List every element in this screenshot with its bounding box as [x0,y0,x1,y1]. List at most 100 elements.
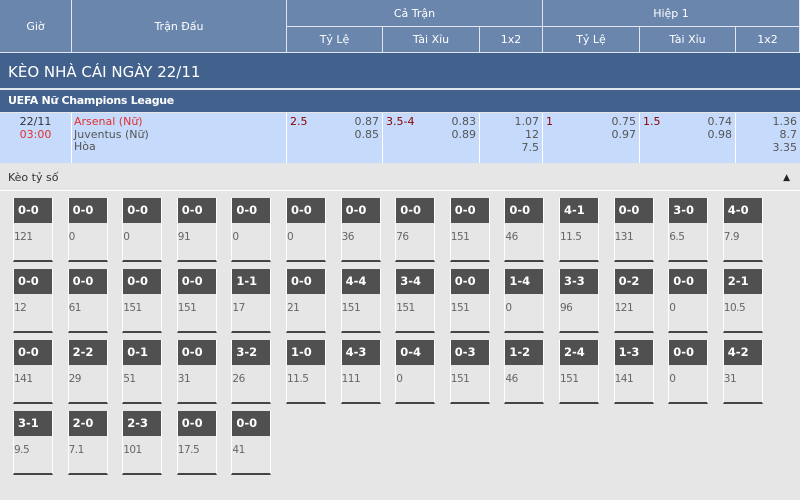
h1-overunder-cell[interactable]: 1.5 0.74 0.98 [640,113,736,163]
ft-overunder-cell[interactable]: 3.5-4 0.83 0.89 [383,113,480,163]
match-time: 03:00 [19,127,52,141]
score-card[interactable]: 0-1 51 [122,340,163,404]
score-card[interactable]: 3-0 6.5 [668,198,709,262]
score-label: 4-4 [341,269,380,294]
home-team[interactable]: Arsenal (Nữ) [74,115,143,128]
score-odds: 121 [14,231,33,243]
score-card[interactable]: 0-0 121 [13,198,53,262]
ft-1x2-home[interactable]: 1.07 [514,115,540,128]
score-card[interactable]: 0-0 36 [340,198,381,262]
page-title: KÈO NHÀ CÁI NGÀY 22/11 [0,53,800,89]
score-odds: 151 [396,302,415,314]
h1-1x2-draw[interactable]: 3.35 [772,141,798,154]
score-card[interactable]: 0-0 131 [613,198,654,262]
score-card[interactable]: 0-0 151 [122,269,163,333]
score-label: 0-0 [669,269,708,294]
h1-handicap-cell[interactable]: 1 0.75 0.97 [543,113,640,163]
ft-1x2-cell[interactable]: 1.07 12 7.5 [480,113,543,163]
score-label: 0-0 [14,269,52,294]
h1-1x2-cell[interactable]: 1.36 8.7 3.35 [736,113,800,163]
score-card[interactable]: 2-1 10.5 [722,269,763,333]
score-odds: 7.1 [68,444,85,456]
score-odds: 76 [396,231,409,243]
ft-under[interactable]: 0.89 [451,128,477,141]
score-card[interactable]: 0-0 41 [231,411,272,475]
score-card[interactable]: 0-0 151 [449,269,490,333]
score-label: 1-2 [505,340,544,365]
ft-handicap-home[interactable]: 0.87 [354,115,380,128]
match-teams-cell[interactable]: Arsenal (Nữ) Juventus (Nữ) Hòa [72,113,287,163]
correct-score-header[interactable]: Kèo tỷ số ▲ [0,165,800,191]
score-card[interactable]: 0-0 141 [13,340,53,404]
score-card[interactable]: 0-0 46 [504,198,545,262]
score-card[interactable]: 3-3 96 [559,269,599,333]
h1-handicap-home[interactable]: 0.75 [611,115,637,128]
header-h1-overunder: Tài Xỉu [640,27,736,53]
score-card[interactable]: 0-0 61 [67,269,108,333]
score-card[interactable]: 4-4 151 [340,269,381,333]
score-card[interactable]: 4-0 7.9 [722,198,763,262]
score-odds: 151 [123,302,142,314]
score-label: 2-3 [123,411,162,436]
score-card[interactable]: 0-3 151 [449,340,490,404]
score-card[interactable]: 0-4 0 [395,340,436,404]
score-odds: 17 [232,302,245,314]
score-card[interactable]: 0-0 17.5 [176,411,217,475]
score-card[interactable]: 0-0 0 [668,340,709,404]
score-card[interactable]: 1-3 141 [613,340,654,404]
league-name[interactable]: UEFA Nữ Champions League [0,90,800,112]
score-odds: 9.5 [14,444,30,456]
score-label: 0-0 [614,198,653,223]
score-odds: 51 [123,373,136,385]
ft-1x2-away[interactable]: 12 [525,128,539,141]
score-card[interactable]: 1-1 17 [231,269,272,333]
score-card[interactable]: 0-0 0 [231,198,272,262]
score-card[interactable]: 0-0 21 [286,269,326,333]
score-card[interactable]: 2-3 101 [122,411,163,475]
h1-over[interactable]: 0.74 [707,115,733,128]
score-odds: 29 [68,373,82,385]
score-card[interactable]: 4-1 11.5 [559,198,599,262]
score-card[interactable]: 0-0 151 [449,198,490,262]
collapse-arrow-icon[interactable]: ▲ [783,173,790,183]
score-card[interactable]: 1-0 11.5 [286,340,326,404]
score-card[interactable]: 1-2 46 [504,340,545,404]
header-time: Giờ [0,0,72,53]
score-label: 0-0 [232,198,271,223]
score-label: 0-0 [287,269,325,294]
score-card[interactable]: 1-4 0 [504,269,545,333]
h1-handicap-away[interactable]: 0.97 [611,128,637,141]
score-card[interactable]: 0-2 121 [613,269,654,333]
score-card[interactable]: 0-0 0 [668,269,709,333]
score-odds: 0 [287,231,294,243]
score-card[interactable]: 2-2 29 [67,340,108,404]
h1-under[interactable]: 0.98 [707,128,733,141]
score-card[interactable]: 0-0 12 [13,269,53,333]
score-card[interactable]: 0-0 76 [395,198,436,262]
score-odds: 0 [505,302,512,314]
ft-over[interactable]: 0.83 [451,115,477,128]
score-odds: 21 [287,302,300,314]
h1-1x2-home[interactable]: 1.36 [772,115,798,128]
score-card[interactable]: 0-0 31 [176,340,217,404]
h1-1x2-away[interactable]: 8.7 [779,128,798,141]
score-card[interactable]: 0-0 91 [176,198,217,262]
score-label: 0-0 [396,198,435,223]
score-card[interactable]: 3-1 9.5 [13,411,53,475]
score-card[interactable]: 2-4 151 [559,340,599,404]
score-card[interactable]: 0-0 0 [67,198,108,262]
away-team[interactable]: Juventus (Nữ) [74,127,149,141]
ft-handicap-cell[interactable]: 2.5 0.87 0.85 [287,113,383,163]
ft-handicap-away[interactable]: 0.85 [354,128,380,141]
score-card[interactable]: 3-4 151 [395,269,436,333]
ft-1x2-draw[interactable]: 7.5 [521,141,540,154]
score-odds: 31 [177,373,191,385]
score-card[interactable]: 0-0 151 [176,269,217,333]
score-card[interactable]: 2-0 7.1 [67,411,108,475]
score-card[interactable]: 0-0 0 [286,198,326,262]
score-card[interactable]: 0-0 0 [122,198,163,262]
score-card[interactable]: 3-2 26 [231,340,272,404]
score-card[interactable]: 4-3 111 [340,340,381,404]
score-card[interactable]: 4-2 31 [722,340,763,404]
score-label: 3-0 [669,198,708,223]
